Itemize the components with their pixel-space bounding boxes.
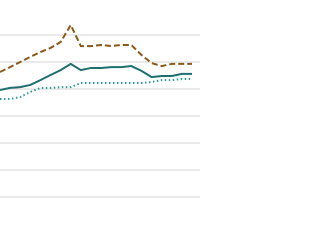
line-series (0, 22, 192, 73)
line-series (0, 62, 192, 92)
page: {"chart_data": {"type": "line", "x": [0,… (0, 22, 200, 198)
chart (0, 22, 200, 198)
